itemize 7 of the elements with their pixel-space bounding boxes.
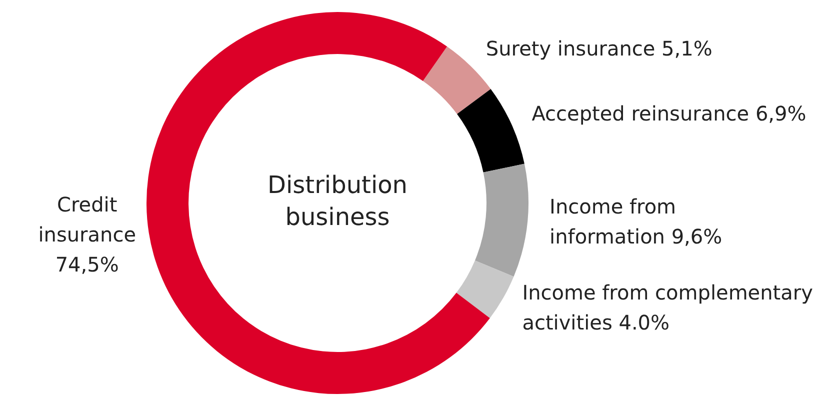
text: Distribution business — [267, 171, 408, 232]
slice-label: Accepted reinsurance 6,9% — [532, 102, 806, 126]
data-label: 74,5% — [55, 252, 119, 276]
slice-label: Income from complementary activities 4.0% — [522, 280, 814, 334]
slice-label: Income from information 9,6% — [550, 194, 722, 248]
slice-label: Credit insurance — [38, 192, 136, 246]
slice-label: Surety insurance 5,1% — [486, 36, 712, 60]
